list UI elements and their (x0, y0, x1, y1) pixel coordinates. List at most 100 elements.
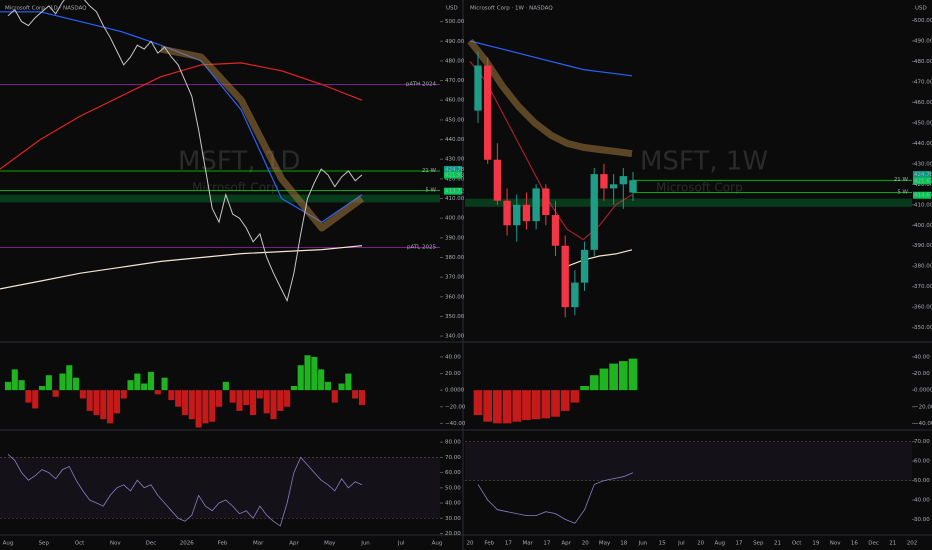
momentum-bar (107, 390, 114, 424)
momentum-bar (580, 386, 589, 391)
momentum-bar (512, 390, 522, 422)
y-tick-label: 400.00 (914, 223, 932, 229)
y-tick-label: 460.00 (914, 100, 932, 106)
x-tick-label: 2026 (180, 541, 194, 547)
momentum-bar (483, 390, 493, 422)
level-label: 5 W (897, 190, 908, 196)
y-tick-label: 350.00 (445, 314, 465, 320)
x-tick-label: 17 (505, 541, 512, 547)
zone (0, 194, 440, 203)
y-tick-label: 460.00 (445, 98, 465, 104)
x-tick-label: 20 (467, 541, 474, 547)
momentum-bar (551, 390, 560, 417)
y-tick-label: 480.00 (914, 59, 932, 65)
currency: USD (446, 6, 458, 12)
momentum-bar (147, 371, 155, 391)
momentum-bar (141, 383, 148, 391)
momentum-bar (229, 390, 236, 403)
momentum-bar (243, 390, 250, 406)
momentum-bar (270, 390, 277, 420)
y-tick-label: 70.00 (445, 455, 461, 461)
momentum-bar (570, 390, 580, 403)
momentum-bar (66, 365, 73, 391)
x-tick-label: Apr (561, 541, 571, 547)
y-tick-label: 450.00 (914, 120, 932, 126)
momentum-bar (589, 375, 599, 391)
momentum-bar (209, 390, 216, 422)
level-label: pATH 2024 (406, 82, 437, 88)
candle-body (561, 245, 569, 308)
price-tag (444, 171, 462, 179)
momentum-bar (188, 390, 195, 420)
moving-average (469, 61, 633, 241)
momentum-bar (154, 390, 161, 395)
y-tick-label: 380.00 (445, 255, 465, 261)
momentum-bar (32, 390, 39, 409)
candle-body (609, 184, 618, 189)
y-tick-label: 430.00 (445, 157, 465, 163)
x-tick-label: 21 (774, 541, 781, 547)
momentum-bar (311, 356, 318, 391)
momentum-bar (493, 390, 502, 424)
price-line (7, 0, 363, 303)
x-tick-label: 21 (889, 541, 896, 547)
level-label: 21 W (422, 168, 437, 174)
momentum-bar (45, 375, 52, 391)
momentum-bar (134, 373, 141, 391)
x-tick-label: Feb (218, 541, 228, 547)
y-tick-label: 60.00 (914, 459, 930, 465)
y-tick-label: 40.00 (445, 501, 461, 507)
x-tick-label: Apr (289, 541, 299, 547)
y-tick-label: 40.00 (914, 498, 930, 504)
x-tick-label: Oct (792, 541, 802, 547)
moving-average (160, 45, 365, 232)
y-tick-label: 340.00 (445, 334, 465, 340)
price-tag-label: 421.93 (445, 173, 465, 179)
x-tick-label: Jul (397, 541, 405, 547)
chart-title: Microsoft Corp · 1D · NASDAQ (5, 6, 87, 12)
x-tick-label: 15 (659, 541, 666, 547)
momentum-bar (263, 390, 270, 414)
y-tick-label: 350.00 (914, 325, 932, 331)
rsi-line (7, 454, 363, 527)
momentum-bar (277, 390, 284, 411)
y-tick-label: 50.00 (445, 485, 461, 491)
momentum-bar (222, 381, 229, 391)
momentum-bar (531, 390, 541, 420)
y-tick-label: 430.00 (914, 161, 932, 167)
x-tick-label: May (324, 541, 336, 547)
price-tag (913, 191, 931, 199)
level-label: pATL 2025 (407, 245, 436, 251)
momentum-bar (215, 390, 223, 407)
watermark-sub: Microsoft Corp (192, 181, 279, 195)
y-tick-label: 420.00 (914, 182, 932, 188)
x-tick-label: Jun (360, 541, 370, 547)
momentum-bar (256, 390, 263, 399)
moving-average (0, 245, 363, 290)
price-tag (913, 177, 931, 185)
x-tick-label: 17 (543, 541, 550, 547)
momentum-bar (599, 368, 609, 391)
y-tick-label: 40.00 (914, 354, 930, 360)
x-tick-label: Mar (522, 541, 533, 547)
y-tick-label: 60.00 (445, 470, 461, 476)
y-tick-label: −20.00 (914, 404, 932, 410)
price-tag (913, 171, 931, 179)
x-tick-label: May (599, 541, 611, 547)
y-tick-label: 390.00 (445, 235, 465, 241)
candle-body (503, 200, 511, 226)
candle-body (551, 215, 560, 246)
momentum-bar (195, 390, 202, 428)
momentum-bar (113, 390, 120, 414)
y-tick-label: 20.00 (445, 531, 461, 537)
y-tick-label: 500.00 (914, 18, 932, 24)
x-tick-label: 17 (736, 541, 743, 547)
y-tick-label: 410.00 (445, 196, 465, 202)
candle-body (532, 188, 540, 222)
candle-body (513, 204, 521, 226)
candle-body (493, 159, 502, 201)
momentum-bar (175, 390, 182, 407)
momentum-bar (73, 377, 80, 391)
y-tick-label: 390.00 (914, 243, 932, 249)
